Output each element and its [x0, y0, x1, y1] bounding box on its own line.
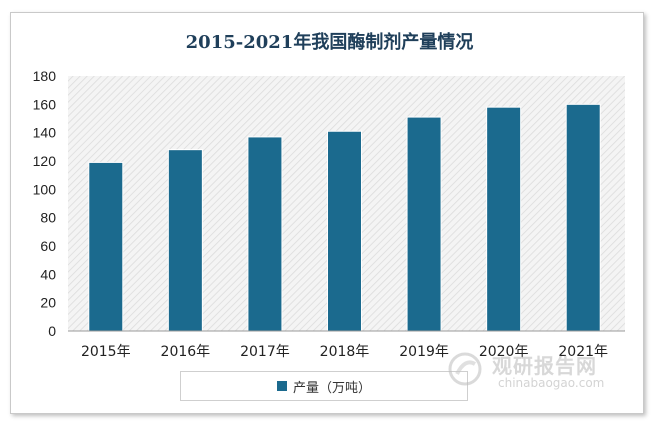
y-tick-label: 100 — [33, 181, 57, 197]
y-tick-label: 120 — [33, 153, 57, 169]
y-tick-label: 20 — [40, 295, 56, 311]
legend-label: 产量（万吨） — [292, 380, 371, 396]
watermark-brand: 观研报告网 — [492, 354, 597, 378]
chart-title: 2015-2021年我国酶制剂产量情况 — [185, 32, 474, 53]
bar-2021年 — [565, 103, 601, 332]
x-tick-label: 2019年 — [399, 344, 449, 360]
legend-swatch — [276, 381, 287, 391]
y-tick-label: 160 — [33, 96, 57, 112]
x-tick-label: 2016年 — [161, 344, 211, 360]
legend: 产量（万吨） — [180, 371, 468, 401]
x-tick-label: 2017年 — [240, 344, 290, 360]
bar-2018年 — [327, 130, 362, 332]
bar-2020年 — [486, 106, 522, 332]
bar-2015年 — [88, 161, 124, 332]
y-tick-label: 60 — [40, 238, 56, 254]
y-tick-label: 140 — [33, 125, 57, 141]
watermark: 观研报告网 chinabaogao.com — [448, 348, 638, 398]
bar-2019年 — [406, 116, 442, 332]
y-tick-label: 0 — [48, 323, 56, 339]
x-tick-label: 2018年 — [320, 344, 370, 360]
bar-2017年 — [247, 136, 283, 332]
y-tick-label: 180 — [33, 68, 57, 84]
x-tick-label: 2021年 — [558, 344, 608, 360]
y-tick-label: 80 — [40, 210, 56, 226]
watermark-url: chinabaogao.com — [498, 376, 605, 390]
y-tick-label: 40 — [40, 266, 56, 282]
bar-2016年 — [167, 149, 203, 332]
x-tick-label: 2020年 — [479, 344, 529, 360]
x-tick-label: 2015年 — [81, 344, 131, 360]
watermark-logo-icon — [448, 352, 482, 386]
